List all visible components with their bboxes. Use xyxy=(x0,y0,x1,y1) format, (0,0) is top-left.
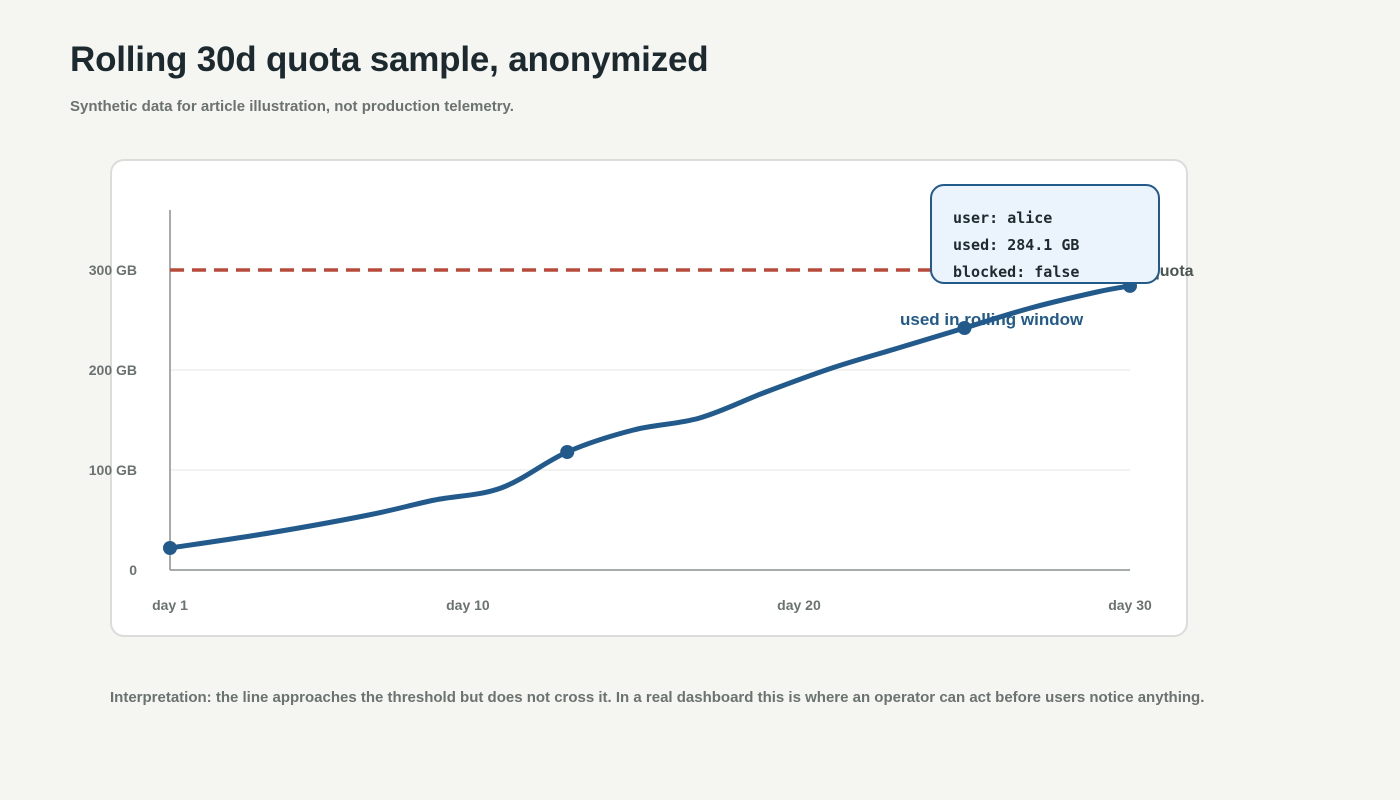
tooltip-row-blocked: blocked: false xyxy=(953,260,1158,287)
page-title: Rolling 30d quota sample, anonymized xyxy=(70,40,709,79)
y-tick-label: 200 GB xyxy=(89,362,137,378)
series-line xyxy=(167,283,1133,551)
x-tick-label: day 20 xyxy=(777,597,821,613)
tooltip-value: false xyxy=(1034,263,1080,281)
tooltip-key: blocked: xyxy=(953,263,1026,281)
tooltip-value: alice xyxy=(1007,209,1053,227)
tooltip-row-used: used: 284.1 GB xyxy=(953,233,1158,260)
page-subtitle: Synthetic data for article illustration,… xyxy=(70,98,514,115)
data-point xyxy=(163,541,177,555)
data-tooltip: user: alice used: 284.1 GB blocked: false xyxy=(930,184,1160,284)
tooltip-value: 284.1 GB xyxy=(1007,236,1080,254)
interpretation-note: Interpretation: the line approaches the … xyxy=(110,689,1205,706)
tooltip-key: user: xyxy=(953,209,999,227)
y-tick-label: 0 xyxy=(129,562,137,578)
data-point xyxy=(560,445,575,459)
series-label: used in rolling window xyxy=(900,310,1084,329)
x-tick-label: day 30 xyxy=(1108,597,1152,613)
x-tick-label: day 1 xyxy=(152,597,188,613)
y-tick-label: 300 GB xyxy=(89,262,137,278)
tooltip-key: used: xyxy=(953,236,999,254)
y-tick-label: 100 GB xyxy=(89,462,137,478)
x-tick-label: day 10 xyxy=(446,597,490,613)
threshold-label: quota xyxy=(1150,263,1194,280)
tooltip-row-user: user: alice xyxy=(953,206,1158,233)
data-point xyxy=(957,321,972,335)
